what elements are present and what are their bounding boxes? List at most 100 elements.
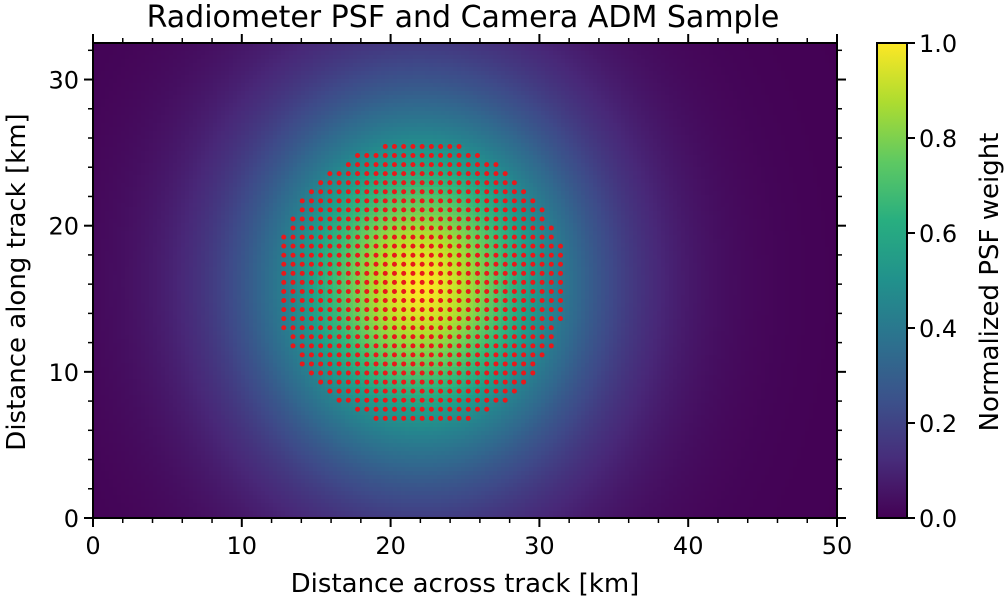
sample-point: [511, 234, 517, 240]
sample-point: [456, 234, 462, 240]
sample-point: [345, 298, 351, 304]
sample-point: [401, 370, 407, 376]
sample-point: [410, 397, 416, 403]
sample-point: [308, 198, 314, 204]
sample-point: [355, 252, 361, 258]
sample-point: [364, 307, 370, 313]
sample-point: [410, 180, 416, 186]
sample-point: [281, 279, 287, 285]
x-tick-label: 20: [375, 532, 406, 560]
sample-point: [502, 307, 508, 313]
sample-point: [364, 207, 370, 213]
sample-point: [373, 207, 379, 213]
sample-point: [345, 198, 351, 204]
sample-point: [484, 162, 490, 168]
sample-point: [290, 252, 296, 258]
sample-point: [474, 171, 480, 177]
sample-point: [465, 153, 471, 159]
sample-point: [327, 243, 333, 249]
sample-point: [391, 406, 397, 412]
sample-point: [447, 153, 453, 159]
sample-point: [456, 415, 462, 421]
sample-point: [355, 279, 361, 285]
sample-point: [327, 279, 333, 285]
sample-point: [511, 379, 517, 385]
sample-point: [318, 198, 324, 204]
sample-point: [401, 325, 407, 331]
sample-point: [465, 198, 471, 204]
sample-point: [521, 370, 527, 376]
sample-point: [493, 288, 499, 294]
sample-point: [410, 143, 416, 149]
sample-point: [308, 270, 314, 276]
sample-point: [474, 198, 480, 204]
sample-point: [447, 216, 453, 222]
sample-point: [382, 225, 388, 231]
sample-point: [438, 189, 444, 195]
sample-point: [281, 270, 287, 276]
sample-point: [484, 243, 490, 249]
sample-point: [428, 397, 434, 403]
sample-point: [493, 379, 499, 385]
sample-point: [308, 352, 314, 358]
sample-point: [558, 279, 564, 285]
sample-point: [355, 243, 361, 249]
sample-point: [364, 379, 370, 385]
sample-point: [308, 207, 314, 213]
sample-point: [299, 225, 305, 231]
sample-point: [447, 406, 453, 412]
sample-point: [364, 288, 370, 294]
sample-point: [345, 234, 351, 240]
sample-point: [355, 198, 361, 204]
sample-point: [382, 198, 388, 204]
sample-point: [299, 316, 305, 322]
sample-point: [327, 288, 333, 294]
sample-point: [401, 334, 407, 340]
sample-point: [336, 307, 342, 313]
y-tick-label: 0: [64, 505, 79, 533]
sample-point: [502, 207, 508, 213]
sample-point: [428, 352, 434, 358]
sample-point: [456, 243, 462, 249]
sample-point: [484, 189, 490, 195]
sample-point: [493, 225, 499, 231]
sample-point: [345, 307, 351, 313]
sample-point: [355, 316, 361, 322]
sample-point: [299, 361, 305, 367]
sample-point: [465, 216, 471, 222]
sample-point: [447, 207, 453, 213]
sample-point: [456, 180, 462, 186]
sample-point: [327, 198, 333, 204]
sample-point: [447, 234, 453, 240]
sample-point: [530, 288, 536, 294]
sample-point: [382, 171, 388, 177]
sample-point: [474, 361, 480, 367]
sample-point: [318, 180, 324, 186]
sample-point: [447, 307, 453, 313]
sample-point: [355, 343, 361, 349]
colorbar-label: Normalized PSF weight: [975, 133, 1004, 432]
sample-point: [511, 343, 517, 349]
y-axis-ticks: 0 10 20 30: [48, 49, 846, 533]
sample-point: [391, 189, 397, 195]
sample-point: [558, 288, 564, 294]
sample-point: [364, 406, 370, 412]
sample-point: [419, 261, 425, 267]
sample-point: [511, 388, 517, 394]
x-axis-ticks: 0 10 20 30 40 50: [85, 34, 852, 560]
sample-point: [410, 406, 416, 412]
sample-point: [401, 406, 407, 412]
sample-point: [410, 198, 416, 204]
sample-point: [410, 189, 416, 195]
sample-point: [438, 162, 444, 168]
sample-point: [465, 180, 471, 186]
sample-point: [511, 307, 517, 313]
sample-point: [511, 288, 517, 294]
sample-point: [401, 270, 407, 276]
sample-point: [465, 225, 471, 231]
sample-point: [502, 261, 508, 267]
sample-point: [447, 316, 453, 322]
sample-point: [474, 279, 480, 285]
sample-point: [456, 343, 462, 349]
sample-point: [502, 180, 508, 186]
